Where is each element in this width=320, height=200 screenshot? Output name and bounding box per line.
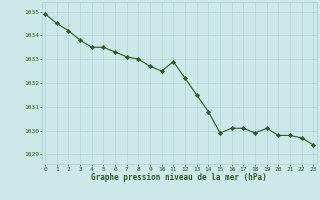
- X-axis label: Graphe pression niveau de la mer (hPa): Graphe pression niveau de la mer (hPa): [91, 173, 267, 182]
